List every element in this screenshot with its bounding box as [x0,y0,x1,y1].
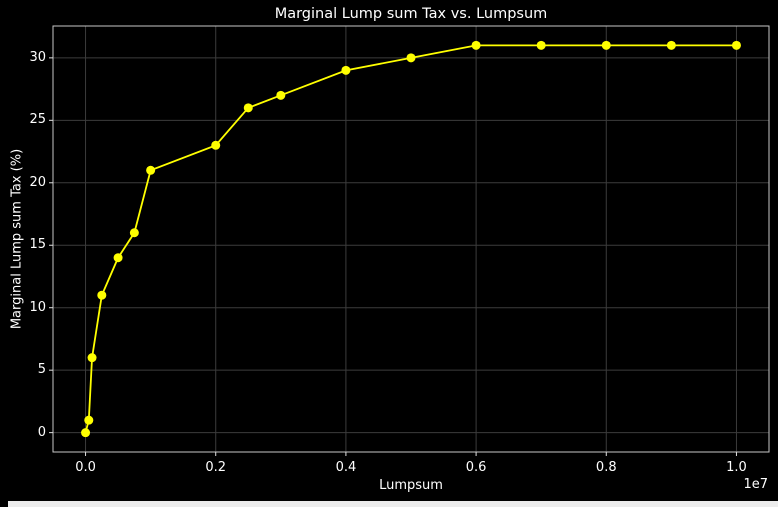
data-point [471,40,481,50]
data-point [666,40,676,50]
data-point [84,415,94,425]
y-tick-label: 10 [29,299,46,315]
data-point [81,428,91,438]
y-tick-label: 5 [37,362,46,378]
y-tick-label: 20 [29,174,46,190]
x-axis-offset-label: 1e7 [743,477,768,492]
x-tick-label: 0.4 [335,460,357,475]
x-tick-label: 0.0 [75,460,96,475]
y-tick-label: 30 [29,49,46,65]
y-tick-label: 0 [37,424,46,440]
chart-title: Marginal Lump sum Tax vs. Lumpsum [274,6,548,22]
axes-spines [52,25,770,453]
data-point [601,40,611,50]
data-point [146,165,156,175]
data-point [731,40,741,50]
x-tick-label: 0.6 [465,460,487,475]
y-tick-label: 25 [29,112,46,128]
x-tick-label: 1.0 [726,460,747,475]
bottom-strip [8,501,778,507]
data-point [129,228,139,238]
data-point [97,290,107,300]
series-line [84,44,737,433]
data-point [243,103,253,113]
x-tick-label: 0.2 [205,460,227,475]
y-tick-label: 15 [29,237,46,253]
data-point [341,65,351,75]
data-point [211,140,221,150]
data-point [406,53,416,63]
data-point [113,253,123,263]
data-point [536,40,546,50]
data-point [276,90,286,100]
data-point [87,353,97,363]
x-axis-label: Lumpsum [379,478,443,493]
x-tick-label: 0.8 [595,460,617,475]
